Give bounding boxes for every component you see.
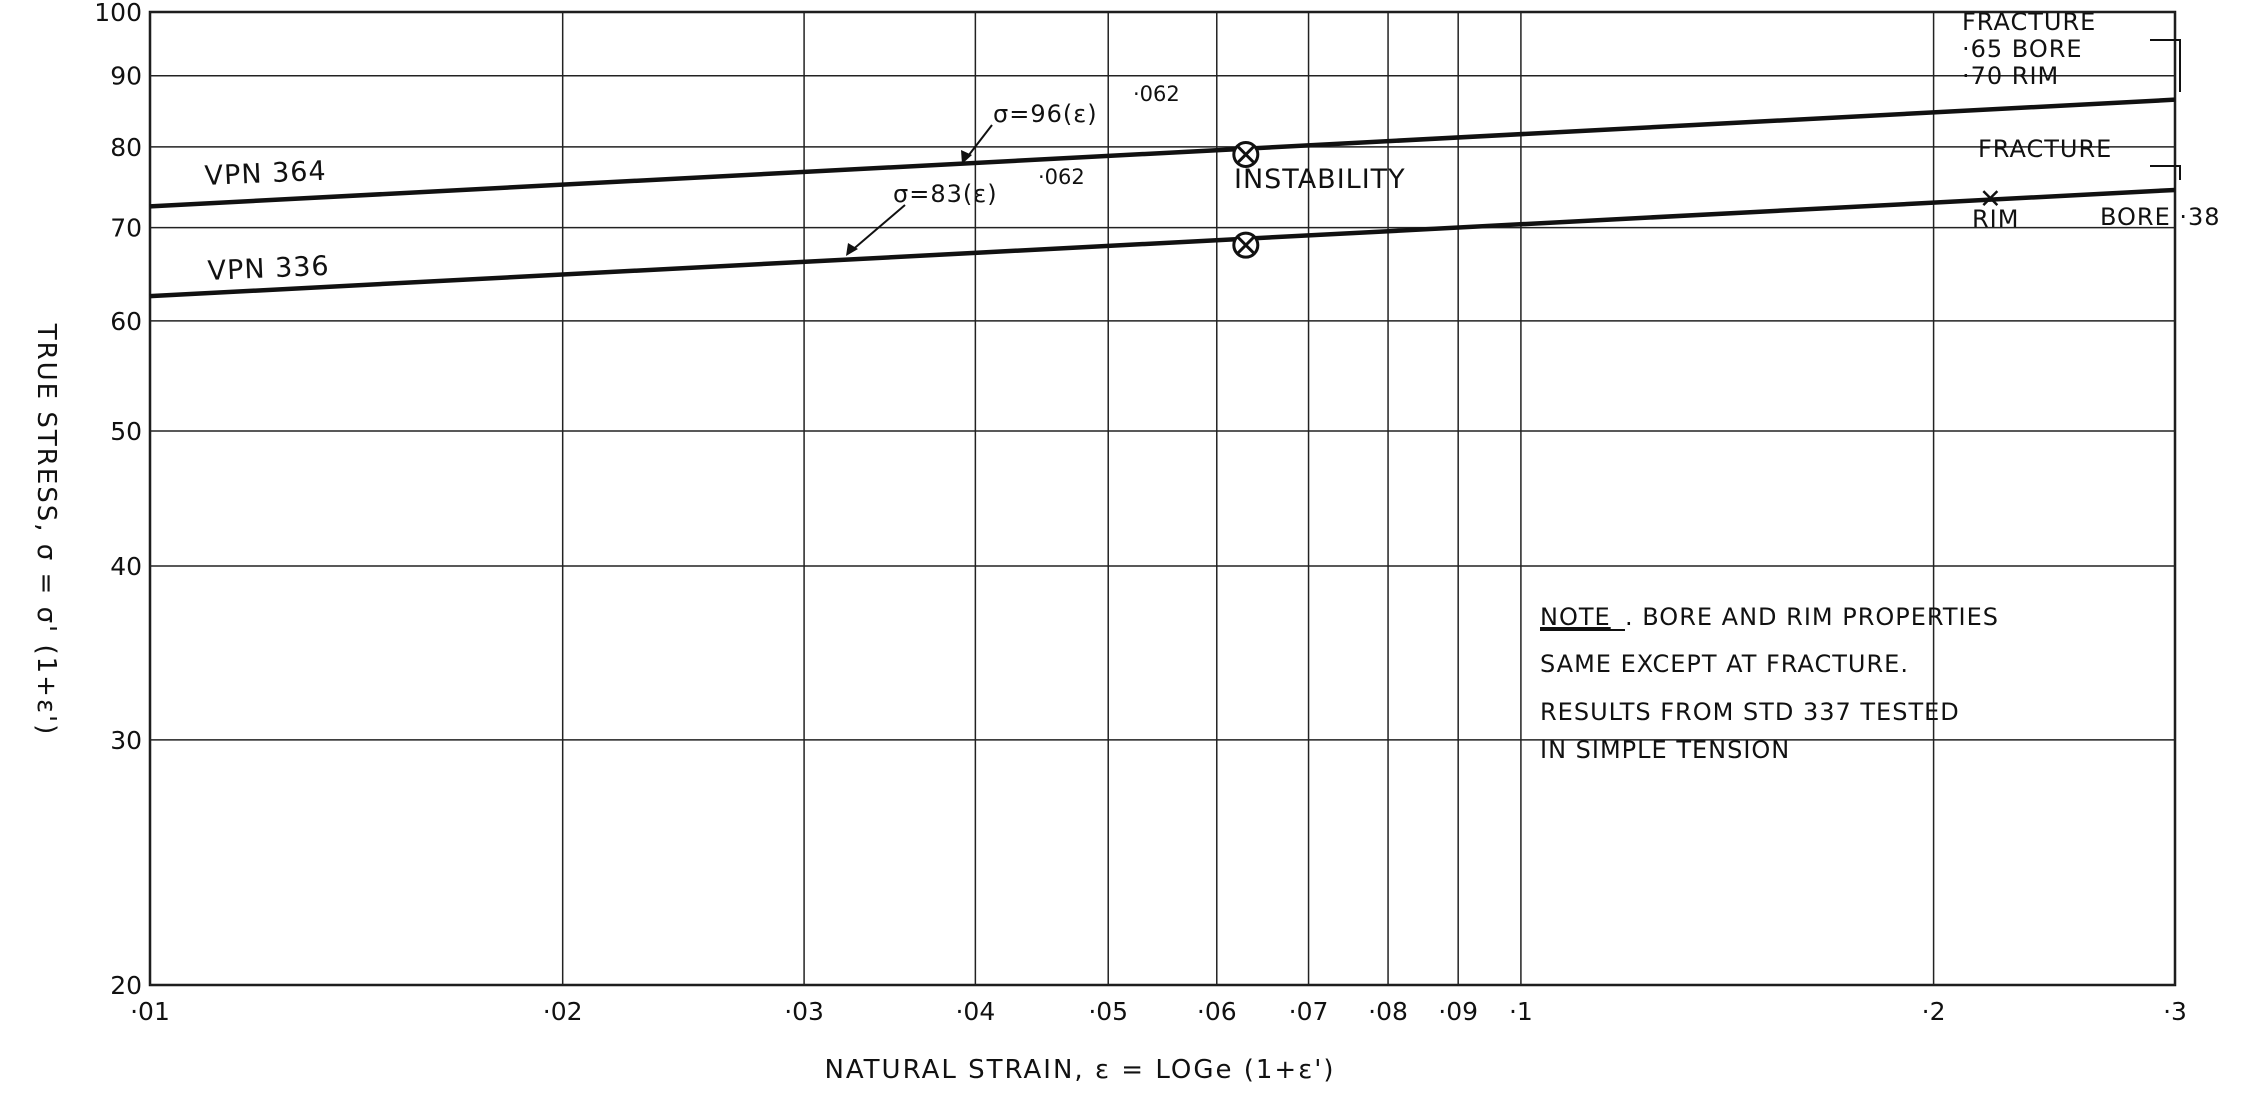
fracture-mid-bracket (2150, 165, 2181, 180)
fracture-top-bracket (2150, 39, 2181, 92)
instability-marker-cross-b (1236, 235, 1256, 255)
fracture-mid-label: FRACTURE (1978, 135, 2112, 163)
y-tick-label: 60 (110, 307, 142, 336)
equation-vpn336: σ=83(ε) (893, 180, 998, 208)
x-tick-label: ·08 (1368, 997, 1408, 1026)
x-tick-label: ·03 (784, 997, 824, 1026)
fracture-top-label: FRACTURE (1962, 8, 2096, 36)
y-tick-label: 30 (110, 726, 142, 755)
series-label-vpn364: VPN 364 (204, 156, 327, 192)
x-tick-label: ·02 (543, 997, 583, 1026)
y-tick-label: 40 (110, 552, 142, 581)
equation-exponent-vpn336: ·062 (1038, 165, 1085, 189)
equation-exponent-vpn364: ·062 (1133, 82, 1180, 106)
instability-marker (1232, 141, 1260, 169)
fracture-marker-b (1982, 190, 1999, 207)
x-tick-label: ·09 (1438, 997, 1478, 1026)
y-tick-label: 50 (110, 417, 142, 446)
equation-arrowhead-vpn336 (846, 243, 858, 256)
bore-label: BORE ·38 (2100, 203, 2221, 231)
fracture-top-bore: ·65 BORE (1962, 35, 2083, 63)
x-tick-label: ·1 (1509, 997, 1533, 1026)
y-tick-label: 20 (110, 971, 142, 1000)
instability-marker (1232, 231, 1260, 259)
y-tick-label: 100 (94, 0, 142, 27)
x-tick-label: ·07 (1289, 997, 1329, 1026)
instability-marker-cross-b (1236, 145, 1256, 164)
note-line-4: IN SIMPLE TENSION (1540, 736, 1790, 764)
fracture-top-rim: ·70 RIM (1962, 62, 2059, 90)
tick-layer: ·01 ·02 ·03 ·04 ·05 ·06 ·07 ·08 ·09 ·1 ·2 ·3 20 30 40 5… (94, 0, 2187, 1026)
x-tick-label: ·05 (1088, 997, 1128, 1026)
note-line-3: RESULTS FROM STD 337 TESTED (1540, 698, 1960, 726)
y-tick-label: 90 (110, 62, 142, 91)
series-line-0 (149, 97, 2176, 209)
x-axis-title: NATURAL STRAIN, ε = LOGe (1+ε') (824, 1055, 1335, 1085)
y-tick-label: 70 (110, 214, 142, 243)
plot-frame (148, 10, 2177, 987)
instability-label: INSTABILITY (1234, 164, 1406, 195)
x-tick-label: ·2 (1922, 997, 1946, 1026)
grid-layer (148, 10, 2177, 987)
rim-label: RIM (1972, 205, 2019, 233)
equation-arrowhead-vpn364 (961, 150, 972, 164)
series-layer (149, 97, 2176, 299)
series-label-vpn336: VPN 336 (207, 251, 330, 287)
equation-arrow-vpn336 (849, 204, 906, 253)
note-line-1: . BORE AND RIM PROPERTIES (1625, 603, 1999, 631)
fracture-marker (1982, 190, 1999, 207)
note-heading: NOTE (1540, 603, 1611, 631)
equation-vpn364: σ=96(ε) (993, 100, 1098, 128)
x-tick-label: ·01 (130, 997, 170, 1026)
note-line-2: SAME EXCEPT AT FRACTURE. (1540, 650, 1909, 678)
x-tick-label: ·06 (1197, 997, 1237, 1026)
y-tick-label: 80 (110, 133, 142, 162)
x-tick-label: ·04 (955, 997, 995, 1026)
marker-layer (1232, 141, 1999, 259)
series-line-1 (149, 187, 2176, 299)
x-tick-label: ·3 (2163, 997, 2187, 1026)
y-axis-title: TRUE STRESS, σ = σ' (1+ε') (31, 323, 61, 737)
